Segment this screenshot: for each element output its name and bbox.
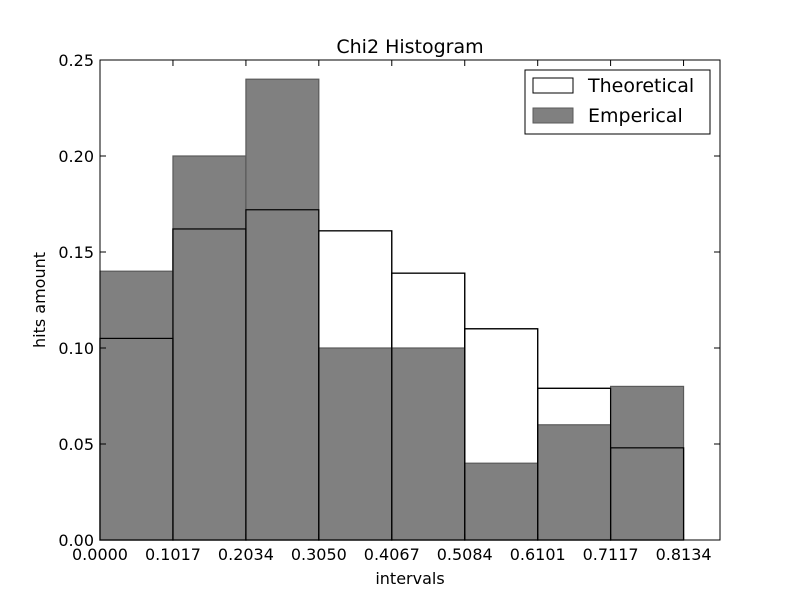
y-tick-label: 0.10	[58, 339, 94, 358]
legend-swatch-emperical	[532, 107, 574, 124]
theoretical-bar-4	[318, 230, 393, 541]
y-tick-label: 0.15	[58, 243, 94, 262]
theoretical-bar-5	[391, 272, 466, 541]
x-tick-label: 0.6101	[510, 545, 566, 564]
emperical-bar-5	[391, 347, 466, 541]
emperical-bar-7	[537, 424, 612, 541]
plot-frame	[99, 59, 721, 541]
legend-label-emperical: Emperical	[588, 105, 683, 127]
x-tick-label: 0.2034	[218, 545, 274, 564]
y-tick-label: 0.20	[58, 147, 94, 166]
legend-swatch-theoretical	[532, 77, 574, 94]
legend: Theoretical Emperical	[524, 69, 711, 135]
y-tick-label: 0.00	[58, 531, 94, 550]
x-axis-ticks: 0.0000 0.1017 0.2034 0.3050 0.4067 0.5084 0.61…	[72, 60, 712, 564]
emperical-bar-8	[609, 385, 685, 541]
x-tick-label: 0.7117	[583, 545, 639, 564]
y-axis-title: hits amount	[30, 252, 49, 348]
theoretical-bar-2	[172, 228, 247, 541]
chart-title: Chi2 Histogram	[336, 36, 483, 58]
theoretical-bar-7	[537, 387, 612, 541]
x-tick-label: 0.3050	[291, 545, 347, 564]
x-tick-label: 0.0000	[72, 545, 128, 564]
emperical-bar-4	[318, 347, 393, 541]
emperical-bar-6	[464, 462, 539, 541]
theoretical-bar-3	[245, 209, 320, 541]
x-tick-label: 0.4067	[364, 545, 420, 564]
y-axis-ticks: 0.00 0.05 0.10 0.15 0.20 0.25	[58, 51, 720, 550]
x-tick-label: 0.8134	[656, 545, 712, 564]
x-tick-label: 0.5084	[437, 545, 493, 564]
x-axis-title: intervals	[375, 569, 444, 588]
x-tick-label: 0.1017	[145, 545, 201, 564]
y-tick-label: 0.05	[58, 435, 94, 454]
y-tick-label: 0.25	[58, 51, 94, 70]
theoretical-bar-6	[464, 328, 539, 541]
theoretical-bar-1	[99, 337, 174, 541]
emperical-bar-2	[172, 155, 247, 541]
legend-label-theoretical: Theoretical	[587, 75, 694, 97]
emperical-bars	[99, 78, 685, 541]
theoretical-bar-8	[609, 447, 685, 541]
